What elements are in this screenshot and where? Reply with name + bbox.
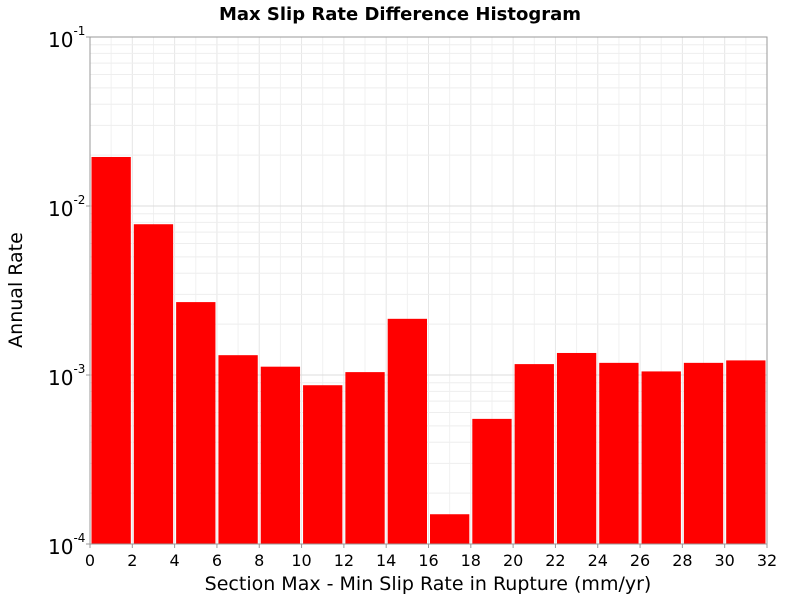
x-tick-label: 0 — [85, 551, 95, 570]
y-tick-label: 10-2 — [48, 193, 85, 221]
y-tick-exponent: -2 — [73, 193, 85, 207]
histogram-bar — [91, 156, 131, 545]
x-tick-label: 22 — [545, 551, 565, 570]
y-axis-ticks: 10-4 10-3 10-2 10-1 — [48, 24, 90, 559]
y-tick-exponent: -1 — [73, 24, 85, 38]
histogram-bar — [641, 371, 681, 544]
x-tick-label: 8 — [254, 551, 264, 570]
x-tick-label: 16 — [418, 551, 438, 570]
x-tick-label: 24 — [588, 551, 608, 570]
histogram-bar — [303, 385, 343, 544]
x-tick-label: 2 — [127, 551, 137, 570]
histogram-bar — [514, 364, 554, 544]
x-axis-label: Section Max - Min Slip Rate in Rupture (… — [205, 573, 652, 595]
x-tick-label: 14 — [376, 551, 396, 570]
x-tick-label: 32 — [757, 551, 777, 570]
x-axis-ticks: 0 2 4 6 8 10 12 14 16 18 20 22 24 26 28 30 32 — [85, 544, 777, 570]
y-axis-label: Annual Rate — [5, 232, 27, 348]
histogram-bar — [556, 352, 597, 544]
x-tick-label: 12 — [334, 551, 354, 570]
y-tick-exponent: -4 — [73, 531, 85, 545]
x-tick-label: 20 — [503, 551, 523, 570]
bars — [91, 156, 766, 545]
histogram-bar — [387, 318, 427, 544]
histogram-bar — [726, 360, 766, 544]
chart-title: Max Slip Rate Difference Histogram — [219, 4, 581, 25]
x-tick-label: 26 — [630, 551, 650, 570]
y-tick-label: 10-3 — [48, 362, 85, 390]
x-tick-label: 18 — [461, 551, 481, 570]
histogram-bar — [472, 418, 512, 544]
histogram-bar — [683, 362, 724, 544]
histogram-bar — [218, 355, 258, 544]
histogram-bar — [599, 362, 639, 544]
histogram-bar — [133, 224, 174, 544]
histogram-bar — [176, 302, 216, 544]
x-tick-label: 6 — [212, 551, 222, 570]
histogram-bar — [430, 514, 470, 544]
x-tick-label: 10 — [291, 551, 311, 570]
x-tick-label: 28 — [672, 551, 692, 570]
x-tick-label: 30 — [715, 551, 735, 570]
histogram-bar — [260, 366, 301, 544]
x-tick-label: 4 — [170, 551, 180, 570]
y-tick-exponent: -3 — [73, 362, 85, 376]
y-tick-label: 10-4 — [48, 531, 85, 559]
y-tick-label: 10-1 — [48, 24, 85, 52]
histogram-bar — [345, 372, 385, 544]
